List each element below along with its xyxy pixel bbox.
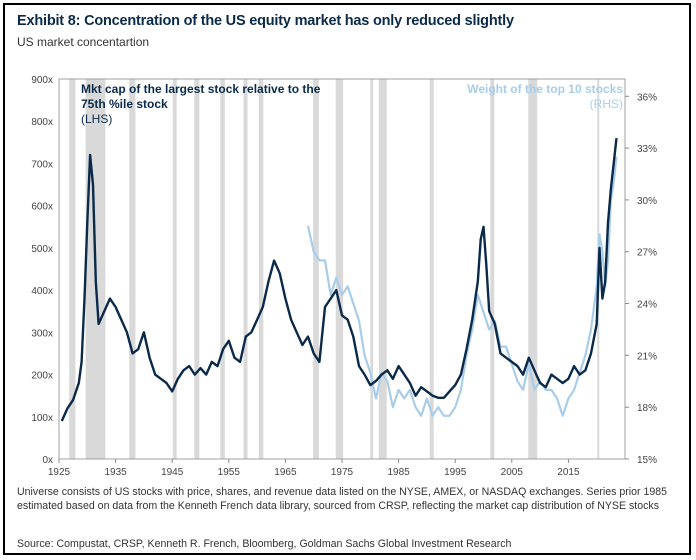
left-tick-label: 0x [42,455,53,466]
recession-band [378,79,387,459]
right-tick-label: 27% [637,248,657,259]
lhs-legend-line2: 75th %ile stock [81,97,168,111]
recession-band [194,79,200,459]
right-tick-label: 21% [637,351,657,362]
x-tick-label: 2005 [501,467,524,478]
x-tick-label: 1935 [104,467,127,478]
footnote: Universe consists of US stocks with pric… [17,486,668,512]
recession-band [490,79,495,459]
x-tick-label: 1975 [331,467,354,478]
recession-band [429,79,434,459]
recession-band [243,79,248,459]
right-tick-label: 18% [637,403,657,414]
x-axis-ticks: 1925 1935 1945 1955 1965 1975 1985 1995 2005 2015 [48,459,580,478]
recession-band [172,79,177,459]
left-tick-label: 200x [31,371,53,382]
exhibit-title: Exhibit 8: Concentration of the US equit… [17,13,514,29]
x-tick-label: 1955 [218,467,241,478]
recession-shading [69,79,600,459]
right-tick-label: 24% [637,300,657,311]
lhs-legend-line1: Mkt cap of the largest stock relative to… [81,82,321,96]
recession-band [370,79,374,459]
left-tick-label: 400x [31,286,53,297]
left-tick-label: 900x [31,75,53,86]
exhibit-subtitle: US market concentartion [17,35,150,49]
left-tick-label: 500x [31,244,53,255]
right-tick-label: 36% [637,92,657,103]
right-tick-label: 33% [637,144,657,155]
left-tick-label: 100x [31,413,53,424]
x-tick-label: 1985 [387,467,410,478]
lhs-legend-line3: (LHS) [81,112,112,126]
left-axis-ticks: 0x 100x 200x 300x 400x 500x 600x 700x 800x 900x [31,75,53,466]
x-tick-label: 1925 [48,467,71,478]
left-tick-label: 800x [31,117,53,128]
x-tick-label: 2015 [557,467,580,478]
rhs-legend-line1: Weight of the top 10 stocks [467,82,623,96]
x-tick-label: 1995 [444,467,467,478]
left-tick-label: 700x [31,159,53,170]
left-tick-label: 300x [31,328,53,339]
x-tick-label: 1945 [161,467,184,478]
lhs-legend: Mkt cap of the largest stock relative to… [81,82,321,126]
recession-band [528,79,538,459]
left-tick-label: 600x [31,202,53,213]
exhibit-frame: Exhibit 8: Concentration of the US equit… [3,3,691,555]
rhs-legend-line2: (RHS) [590,97,623,111]
recession-band [313,79,319,459]
recession-band [69,79,76,459]
source-note: Source: Compustat, CRSP, Kenneth R. Fren… [17,538,512,550]
recession-band [258,79,264,459]
rhs-legend: Weight of the top 10 stocks (RHS) [467,82,623,111]
right-tick-label: 30% [637,196,657,207]
recession-band [220,79,225,459]
right-axis-ticks: 15% 18% 21% 24% 27% 30% 33% 36% [625,92,657,466]
recession-band [129,79,136,459]
chart-area: 0x 100x 200x 300x 400x 500x 600x 700x 800x 900x 1… [17,75,685,483]
rhs-series-line [306,156,618,417]
series-lines [60,137,618,422]
right-tick-label: 15% [637,455,657,466]
x-tick-label: 1965 [274,467,297,478]
lhs-series-line [60,137,618,422]
concentration-chart: 0x 100x 200x 300x 400x 500x 600x 700x 800x 900x 1… [31,75,657,478]
recession-band [335,79,344,459]
